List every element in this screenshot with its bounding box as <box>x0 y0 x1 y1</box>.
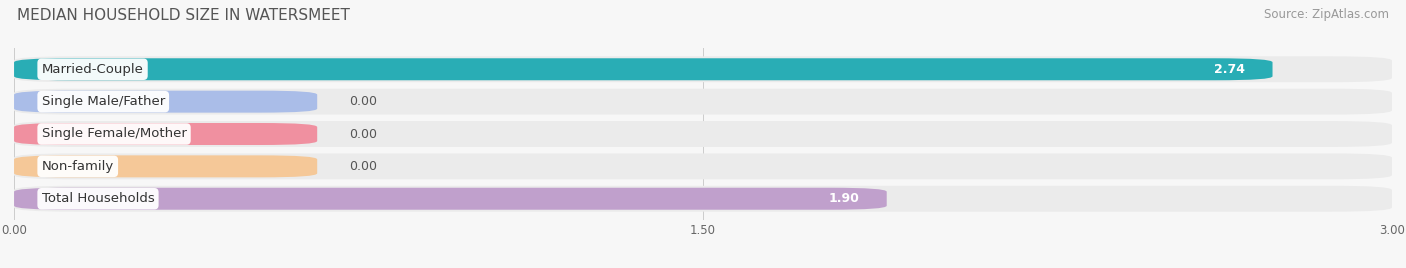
FancyBboxPatch shape <box>14 155 318 177</box>
FancyBboxPatch shape <box>14 89 1392 115</box>
Text: Total Households: Total Households <box>42 192 155 205</box>
Text: 2.74: 2.74 <box>1213 63 1244 76</box>
FancyBboxPatch shape <box>14 188 887 210</box>
Text: 0.00: 0.00 <box>349 128 377 140</box>
FancyBboxPatch shape <box>14 58 1272 80</box>
Text: 0.00: 0.00 <box>349 95 377 108</box>
FancyBboxPatch shape <box>14 91 318 113</box>
Text: 1.90: 1.90 <box>828 192 859 205</box>
Text: MEDIAN HOUSEHOLD SIZE IN WATERSMEET: MEDIAN HOUSEHOLD SIZE IN WATERSMEET <box>17 8 350 23</box>
Text: 0.00: 0.00 <box>349 160 377 173</box>
FancyBboxPatch shape <box>14 123 318 145</box>
Text: Single Male/Father: Single Male/Father <box>42 95 165 108</box>
Text: Source: ZipAtlas.com: Source: ZipAtlas.com <box>1264 8 1389 21</box>
Text: Married-Couple: Married-Couple <box>42 63 143 76</box>
Text: Single Female/Mother: Single Female/Mother <box>42 128 187 140</box>
FancyBboxPatch shape <box>14 186 1392 212</box>
FancyBboxPatch shape <box>14 153 1392 179</box>
FancyBboxPatch shape <box>14 56 1392 82</box>
Text: Non-family: Non-family <box>42 160 114 173</box>
FancyBboxPatch shape <box>14 121 1392 147</box>
